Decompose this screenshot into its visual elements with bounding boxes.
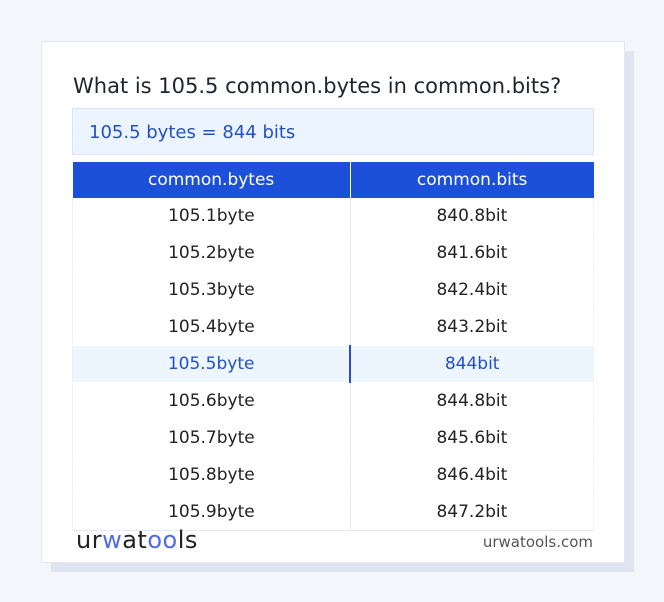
table-row: 105.6byte 844.8bit <box>72 382 595 420</box>
bytes-cell: 105.1byte <box>72 198 351 235</box>
bits-cell: 840.8bit <box>349 198 595 235</box>
bytes-cell: 105.8byte <box>72 456 351 494</box>
bits-cell: 844.8bit <box>349 382 595 420</box>
urwatools-logo[interactable]: urwatools <box>76 526 198 554</box>
table-row: 105.1byte 840.8bit <box>72 198 595 235</box>
result-box: 105.5 bytes = 844 bits <box>72 108 594 155</box>
bits-cell: 841.6bit <box>349 234 595 272</box>
bytes-cell: 105.4byte <box>72 308 351 346</box>
table-row: 105.4byte 843.2bit <box>72 308 595 346</box>
table-row: 105.2byte 841.6bit <box>72 234 595 272</box>
column-header-bytes: common.bytes <box>72 162 351 198</box>
bytes-cell: 105.9byte <box>72 493 351 531</box>
table-row: 105.3byte 842.4bit <box>72 271 595 309</box>
column-header-bits: common.bits <box>350 162 594 198</box>
bytes-cell: 105.3byte <box>72 271 351 309</box>
page-title: What is 105.5 common.bytes in common.bit… <box>73 74 562 98</box>
bits-cell: 843.2bit <box>349 308 595 346</box>
conversion-table: common.bytes common.bits 105.1byte 840.8b… <box>72 162 595 531</box>
table-row-highlighted: 105.5byte 844bit <box>72 345 595 383</box>
table-row: 105.7byte 845.6bit <box>72 419 595 457</box>
site-link[interactable]: urwatools.com <box>482 533 593 551</box>
bits-cell: 844bit <box>349 345 595 383</box>
bytes-cell: 105.5byte <box>72 345 352 383</box>
bits-cell: 846.4bit <box>349 456 595 494</box>
bytes-cell: 105.2byte <box>72 234 351 272</box>
bits-cell: 845.6bit <box>349 419 595 457</box>
converter-card: What is 105.5 common.bytes in common.bit… <box>41 41 625 563</box>
bytes-cell: 105.7byte <box>72 419 351 457</box>
table-row: 105.8byte 846.4bit <box>72 456 595 494</box>
bytes-cell: 105.6byte <box>72 382 351 420</box>
bits-cell: 842.4bit <box>349 271 595 309</box>
table-row: 105.9byte 847.2bit <box>72 493 595 531</box>
bits-cell: 847.2bit <box>349 493 595 531</box>
